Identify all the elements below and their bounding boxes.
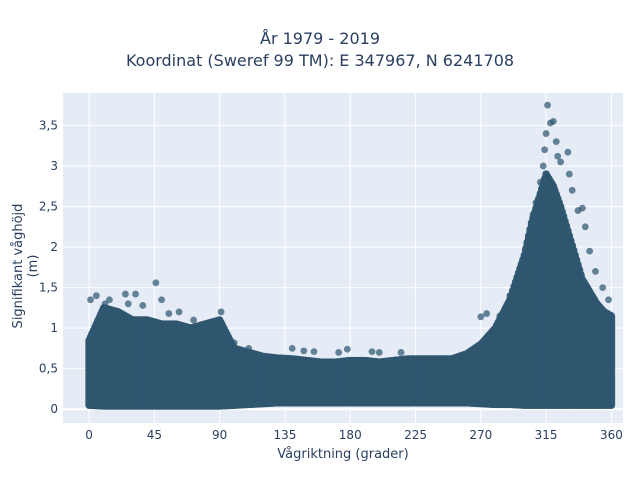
data-point xyxy=(578,204,586,212)
data-point xyxy=(552,138,560,146)
data-point xyxy=(565,170,573,178)
x-tick-label: 135 xyxy=(274,428,297,442)
data-point xyxy=(541,146,549,154)
y-axis-label: Signifikant våghöjd (m) xyxy=(11,203,41,329)
data-point xyxy=(518,263,525,271)
y-tick-label: 2 xyxy=(50,240,58,254)
y-tick-label: 1,5 xyxy=(39,281,58,295)
data-point xyxy=(288,345,296,352)
data-point xyxy=(124,300,132,308)
data-point xyxy=(121,290,129,298)
y-tick-label: 2,5 xyxy=(39,200,58,214)
y-tick-label: 3 xyxy=(50,159,58,173)
x-tick-label: 315 xyxy=(535,428,558,442)
data-point xyxy=(581,223,589,231)
data-point xyxy=(300,347,308,355)
data-point xyxy=(92,292,100,300)
data-point xyxy=(512,280,520,287)
data-point xyxy=(544,101,551,109)
data-point xyxy=(230,339,238,347)
data-point xyxy=(554,152,562,160)
data-point xyxy=(245,345,253,352)
data-point xyxy=(523,251,531,259)
point-cloud xyxy=(85,170,616,410)
data-point xyxy=(101,300,109,308)
data-point xyxy=(152,279,160,287)
data-point xyxy=(165,310,173,317)
x-tick-label: 180 xyxy=(339,428,362,442)
data-point xyxy=(343,345,351,353)
data-point xyxy=(310,348,318,356)
data-point xyxy=(139,302,147,309)
data-point xyxy=(368,348,376,356)
data-point xyxy=(217,308,225,316)
data-point xyxy=(477,313,485,321)
data-points xyxy=(87,101,612,356)
data-point xyxy=(605,296,612,304)
x-tick-label: 270 xyxy=(469,428,492,442)
data-point xyxy=(190,316,197,324)
data-point xyxy=(106,296,113,304)
y-tick-label: 0,5 xyxy=(39,362,58,376)
data-point xyxy=(529,211,537,219)
y-axis-ticks: 0 0,5 1 1,5 2 2,5 3 3,5 xyxy=(39,118,58,416)
data-point xyxy=(539,162,547,170)
chart-title: År 1979 - 2019 xyxy=(260,29,380,48)
x-tick-label: 45 xyxy=(147,428,162,442)
y-tick-label: 3,5 xyxy=(39,118,58,132)
data-point xyxy=(87,296,94,304)
data-point xyxy=(542,130,550,137)
data-point xyxy=(549,117,557,125)
x-tick-label: 0 xyxy=(85,428,93,442)
data-point xyxy=(599,284,607,291)
data-point xyxy=(397,349,405,356)
x-tick-label: 225 xyxy=(404,428,427,442)
data-point xyxy=(483,310,491,317)
x-axis-ticks: 0 45 90 135 180 225 270 315 360 xyxy=(85,428,623,442)
data-point xyxy=(592,267,599,275)
chart-subtitle: Koordinat (Sweref 99 TM): E 347967, N 62… xyxy=(125,51,515,70)
data-point xyxy=(568,186,576,194)
data-point xyxy=(496,312,504,320)
data-point xyxy=(175,308,183,316)
data-point xyxy=(375,349,383,356)
data-point xyxy=(506,292,514,300)
data-point xyxy=(532,199,540,206)
y-tick-label: 0 xyxy=(50,402,58,416)
x-tick-label: 360 xyxy=(600,428,623,442)
data-point xyxy=(586,247,594,255)
data-point xyxy=(564,148,572,156)
data-point xyxy=(335,349,343,356)
data-point xyxy=(536,178,544,186)
x-tick-label: 90 xyxy=(212,428,227,442)
data-point xyxy=(557,158,565,166)
x-axis-label: Vågriktning (grader) xyxy=(277,447,409,462)
data-point xyxy=(132,290,139,298)
data-point xyxy=(158,296,166,304)
y-tick-label: 1 xyxy=(50,321,58,335)
